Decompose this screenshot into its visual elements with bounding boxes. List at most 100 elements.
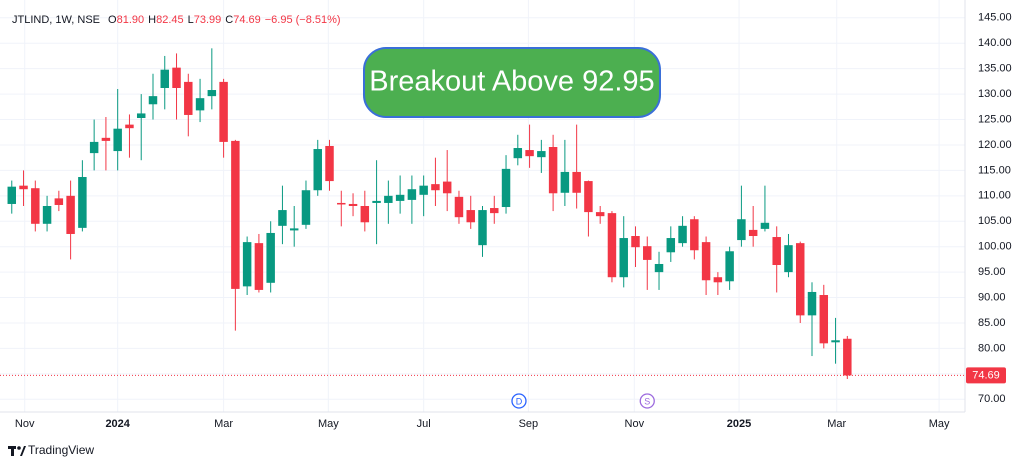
event-marker <box>639 393 655 409</box>
candle-body <box>113 128 122 152</box>
legend-key: H <box>148 14 156 26</box>
candle-body <box>525 150 534 157</box>
legend-key: O <box>108 14 117 26</box>
candle-body <box>66 195 75 234</box>
ohlc-legend: JTLIND, 1W, NSE O81.90 H82.45 L73.99 C74.69−… <box>12 14 341 26</box>
candle-body <box>231 140 240 289</box>
candle-body <box>819 295 829 344</box>
legend-key: L <box>188 14 194 26</box>
candle-body <box>490 208 499 214</box>
candle-body <box>701 242 711 281</box>
candle-body <box>266 232 275 283</box>
candle-body <box>160 69 169 88</box>
candle-body <box>219 81 228 142</box>
candle-body <box>313 149 322 191</box>
candle-body <box>431 184 440 191</box>
candle-body <box>784 245 793 273</box>
x-tick-label: 2024 <box>105 418 130 430</box>
candle-body <box>748 229 758 237</box>
y-tick-label: 90.00 <box>978 291 1006 303</box>
x-tick-label: Jul <box>417 418 431 430</box>
candle-body <box>843 338 852 376</box>
candle-body <box>537 151 546 158</box>
candle-body <box>195 98 205 111</box>
x-tick-label: Nov <box>625 418 645 430</box>
legend-change: −6.95 (−8.51%) <box>265 14 341 26</box>
annotation-box <box>363 47 661 118</box>
candle-body <box>643 246 652 260</box>
x-tick-label: May <box>929 418 950 430</box>
candle-body <box>360 206 370 223</box>
y-tick-label: 115.00 <box>978 164 1011 176</box>
legend-value: 73.99 <box>194 14 222 26</box>
candle-body <box>348 203 358 206</box>
footer-brand: TradingView <box>28 443 94 457</box>
candle-body <box>513 148 523 159</box>
candle-body <box>407 189 417 200</box>
y-tick-label: 85.00 <box>978 317 1006 329</box>
candle-body <box>807 291 817 316</box>
y-tick-label: 110.00 <box>978 190 1011 202</box>
candle-body <box>760 222 770 229</box>
candle-body <box>31 188 40 224</box>
candle-body <box>184 81 193 115</box>
y-tick-label: 70.00 <box>978 393 1006 405</box>
x-tick-label: Nov <box>15 418 35 430</box>
y-tick-label: 100.00 <box>978 241 1012 253</box>
legend-value: 74.69 <box>233 14 261 26</box>
x-tick-label: Sep <box>519 418 539 430</box>
candle-body <box>395 194 405 201</box>
candle-body <box>619 238 628 278</box>
candle-body <box>301 190 311 225</box>
y-tick-label: 105.00 <box>978 215 1012 227</box>
candle-body <box>372 200 381 203</box>
y-tick-label: 135.00 <box>978 63 1012 75</box>
y-tick-label: 80.00 <box>978 342 1006 354</box>
legend-key: C <box>225 14 233 26</box>
candle-body <box>725 251 734 282</box>
candle-body <box>466 210 475 223</box>
candle-body <box>54 198 64 205</box>
candle-body <box>384 195 393 203</box>
candle-body <box>772 237 781 266</box>
candle-body <box>678 225 687 244</box>
candle-body <box>560 171 570 193</box>
legend-value: 82.45 <box>156 14 184 26</box>
candle-body <box>325 145 334 182</box>
candle-body <box>7 186 17 204</box>
candle-body <box>654 263 664 273</box>
legend-symbol: JTLIND, 1W, NSE <box>12 14 100 26</box>
x-tick-label: 2025 <box>727 418 751 430</box>
candle-body <box>207 90 217 97</box>
last-price-tag <box>966 367 1006 384</box>
legend-value: 81.90 <box>117 14 145 26</box>
x-tick-label: Mar <box>214 418 233 430</box>
candle-body <box>337 202 346 205</box>
candle-body <box>831 340 840 343</box>
y-tick-label: 145.00 <box>978 12 1012 24</box>
candle-body <box>607 213 617 278</box>
candle-body <box>278 210 287 226</box>
last-price-label: 74.69 <box>972 369 1000 381</box>
candle-body <box>631 236 640 248</box>
candle-body <box>125 124 134 129</box>
candle-body <box>242 242 252 287</box>
candle-body <box>737 219 746 241</box>
candle-body <box>501 168 511 208</box>
tv-logo <box>8 446 26 456</box>
y-tick-label: 120.00 <box>978 139 1012 151</box>
candle-body <box>19 185 28 190</box>
candle-body <box>289 228 299 231</box>
y-tick-label: 130.00 <box>978 88 1012 100</box>
candle-body <box>148 96 158 105</box>
candle-body <box>454 196 464 218</box>
candle-body <box>101 137 111 141</box>
candle-body <box>254 243 264 290</box>
candle-body <box>796 243 805 316</box>
candle-body <box>595 212 605 217</box>
x-tick-label: Mar <box>827 418 846 430</box>
y-tick-label: 95.00 <box>978 266 1006 278</box>
candle-body <box>442 181 452 194</box>
event-marker <box>511 393 527 409</box>
